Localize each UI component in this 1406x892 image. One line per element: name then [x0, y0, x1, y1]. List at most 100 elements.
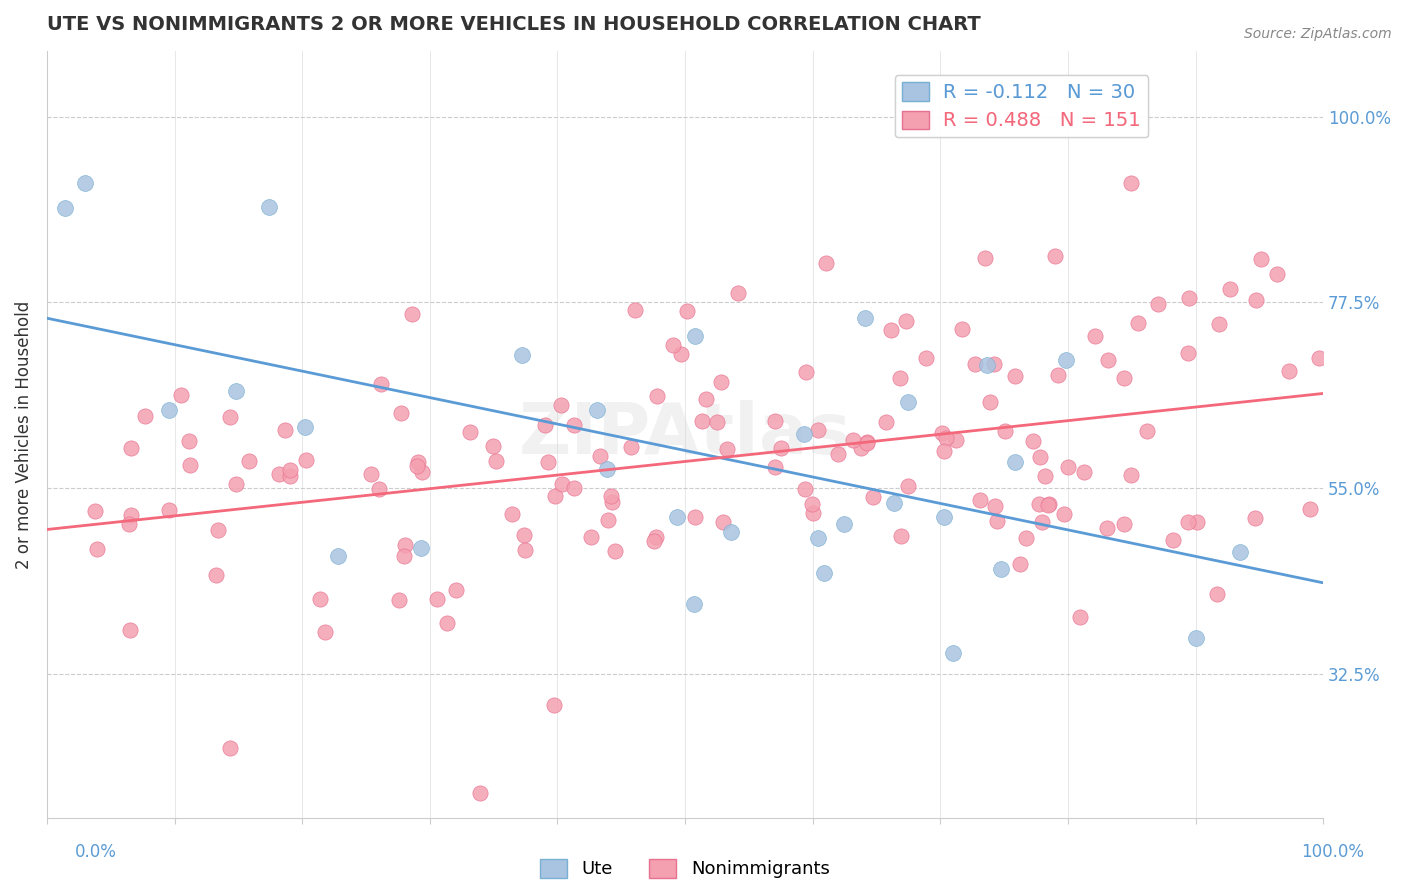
Point [807, 423, 830, 437]
Point [579, 530, 602, 544]
Point [851, 441, 873, 455]
Point [370, 376, 392, 391]
Point [118, 516, 141, 531]
Point [1028, 497, 1050, 511]
Point [793, 427, 815, 442]
Point [1073, 465, 1095, 479]
Point [832, 517, 855, 532]
Point [793, 482, 815, 496]
Point [83, 504, 105, 518]
Point [589, 449, 612, 463]
Point [979, 395, 1001, 409]
Point [267, 467, 290, 482]
Point [1185, 515, 1208, 529]
Point [769, 441, 792, 455]
Point [1014, 531, 1036, 545]
Point [1114, 371, 1136, 385]
Point [1250, 252, 1272, 266]
Point [157, 403, 180, 417]
Point [855, 435, 877, 450]
Point [204, 567, 226, 582]
Point [481, 439, 503, 453]
Point [599, 489, 621, 503]
Point [1229, 545, 1251, 559]
Point [388, 592, 411, 607]
Point [1299, 502, 1322, 516]
Point [278, 463, 301, 477]
Point [219, 410, 242, 425]
Point [314, 624, 336, 639]
Point [225, 384, 247, 398]
Point [894, 314, 917, 328]
Point [931, 425, 953, 440]
Point [1021, 434, 1043, 448]
Point [501, 508, 523, 522]
Point [368, 483, 391, 497]
Point [1069, 610, 1091, 624]
Point [444, 582, 467, 597]
Point [543, 698, 565, 713]
Point [883, 496, 905, 510]
Point [690, 414, 713, 428]
Text: 100.0%: 100.0% [1302, 843, 1364, 861]
Point [1146, 297, 1168, 311]
Point [295, 452, 318, 467]
Point [801, 497, 824, 511]
Point [218, 741, 240, 756]
Point [394, 549, 416, 563]
Point [600, 495, 623, 509]
Point [1036, 498, 1059, 512]
Point [169, 388, 191, 402]
Point [534, 418, 557, 433]
Point [665, 509, 688, 524]
Point [562, 481, 585, 495]
Point [360, 467, 382, 481]
Point [436, 616, 458, 631]
Point [934, 510, 956, 524]
Point [1056, 459, 1078, 474]
Point [1121, 468, 1143, 483]
Point [801, 506, 824, 520]
Point [394, 538, 416, 552]
Point [586, 402, 609, 417]
Point [426, 592, 449, 607]
Point [1119, 176, 1142, 190]
Point [120, 441, 142, 455]
Point [645, 530, 668, 544]
Point [984, 500, 1007, 514]
Point [1031, 516, 1053, 530]
Point [1126, 316, 1149, 330]
Point [710, 375, 733, 389]
Point [1244, 293, 1267, 308]
Point [86, 542, 108, 557]
Point [683, 328, 706, 343]
Point [934, 443, 956, 458]
Point [1038, 497, 1060, 511]
Point [889, 370, 911, 384]
Point [827, 447, 849, 461]
Point [862, 490, 884, 504]
Point [1004, 368, 1026, 383]
Point [990, 561, 1012, 575]
Point [1084, 328, 1107, 343]
Point [1265, 267, 1288, 281]
Point [976, 358, 998, 372]
Point [401, 307, 423, 321]
Point [1095, 521, 1118, 535]
Y-axis label: 2 or more Vehicles in Household: 2 or more Vehicles in Household [15, 301, 32, 568]
Point [562, 417, 585, 432]
Point [669, 346, 692, 360]
Point [179, 434, 201, 448]
Point [238, 453, 260, 467]
Point [603, 544, 626, 558]
Point [853, 310, 876, 325]
Point [1219, 282, 1241, 296]
Point [134, 409, 156, 423]
Point [225, 477, 247, 491]
Point [513, 542, 536, 557]
Point [1054, 352, 1077, 367]
Point [551, 476, 574, 491]
Point [1004, 455, 1026, 469]
Point [897, 479, 920, 493]
Text: UTE VS NONIMMIGRANTS 2 OR MORE VEHICLES IN HOUSEHOLD CORRELATION CHART: UTE VS NONIMMIGRANTS 2 OR MORE VEHICLES … [46, 15, 980, 34]
